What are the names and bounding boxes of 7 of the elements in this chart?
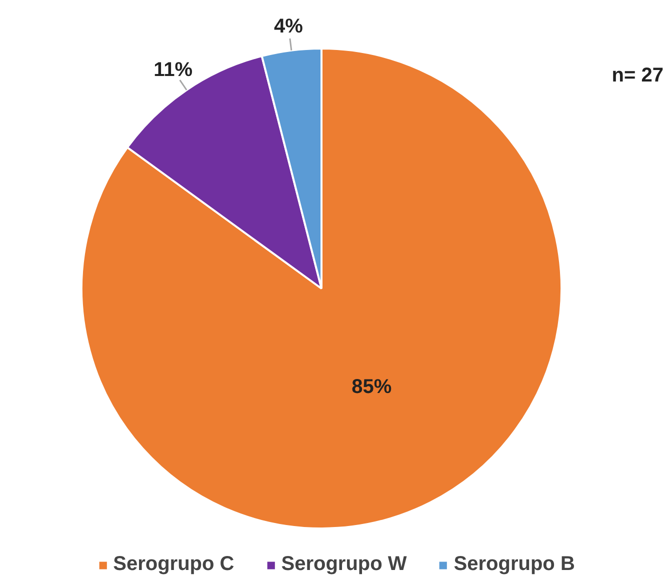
legend-label: Serogrupo B bbox=[454, 553, 575, 576]
text: n= 27 bbox=[612, 64, 664, 86]
legend-label: Serogrupo W bbox=[281, 553, 407, 576]
legend-label: Serogrupo C bbox=[113, 553, 234, 576]
data-label: 11% bbox=[154, 59, 193, 82]
data-label: 85% bbox=[352, 376, 392, 398]
data-label: 4% bbox=[274, 16, 304, 38]
